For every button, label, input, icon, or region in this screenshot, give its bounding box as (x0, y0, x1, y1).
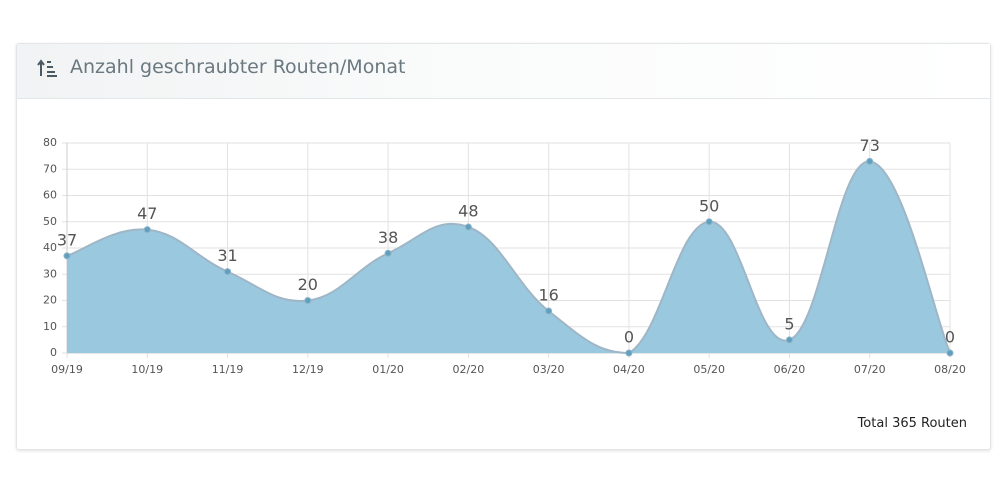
value-label: 50 (699, 196, 719, 215)
x-tick-label: 09/19 (51, 363, 83, 376)
y-tick-label: 70 (43, 162, 57, 175)
data-point (545, 307, 553, 315)
data-point (224, 268, 232, 276)
y-tick-label: 20 (43, 294, 57, 307)
data-point (304, 297, 312, 304)
card-title: Anzahl geschraubter Routen/Monat (70, 56, 406, 78)
data-point (785, 336, 793, 344)
x-tick-label: 07/20 (854, 363, 886, 376)
x-tick-label: 02/20 (453, 363, 485, 376)
x-tick-label: 12/19 (292, 363, 324, 376)
card-header: Anzahl geschraubter Routen/Monat (17, 44, 990, 99)
value-label: 0 (945, 328, 955, 347)
data-point (866, 157, 874, 165)
y-tick-label: 0 (50, 346, 57, 359)
x-tick-label: 11/19 (212, 363, 244, 376)
data-point (384, 249, 392, 257)
area (67, 161, 950, 353)
data-point (946, 349, 954, 357)
sort-icon (37, 59, 57, 77)
data-point (625, 349, 633, 357)
y-tick-label: 40 (43, 241, 57, 254)
line (66, 160, 951, 355)
data-point (143, 226, 151, 234)
value-label: 73 (860, 136, 880, 155)
value-label: 0 (624, 328, 634, 347)
value-label: 47 (137, 204, 157, 223)
value-label: 20 (298, 275, 318, 294)
x-tick-label: 06/20 (774, 363, 806, 376)
x-tick-label: 05/20 (693, 363, 725, 376)
data-point (464, 223, 472, 231)
value-label: 38 (378, 228, 398, 247)
value-label: 37 (57, 230, 77, 249)
x-tick-label: 10/19 (131, 363, 163, 376)
x-tick-label: 01/20 (372, 363, 404, 376)
value-label: 5 (784, 314, 794, 333)
y-tick-label: 80 (43, 136, 57, 149)
value-label: 31 (217, 246, 237, 265)
footer-total: Total 365 Routen (857, 416, 967, 431)
y-tick-label: 60 (43, 189, 57, 202)
data-point (63, 252, 71, 260)
y-tick-label: 10 (43, 320, 57, 333)
data-point (705, 218, 713, 226)
y-tick-label: 30 (43, 267, 57, 280)
x-tick-label: 03/20 (533, 363, 565, 376)
value-label: 16 (538, 286, 558, 305)
x-tick-label: 04/20 (613, 363, 645, 376)
value-label: 48 (458, 202, 478, 221)
x-tick-label: 08/20 (934, 363, 966, 376)
y-tick-label: 50 (43, 215, 57, 228)
